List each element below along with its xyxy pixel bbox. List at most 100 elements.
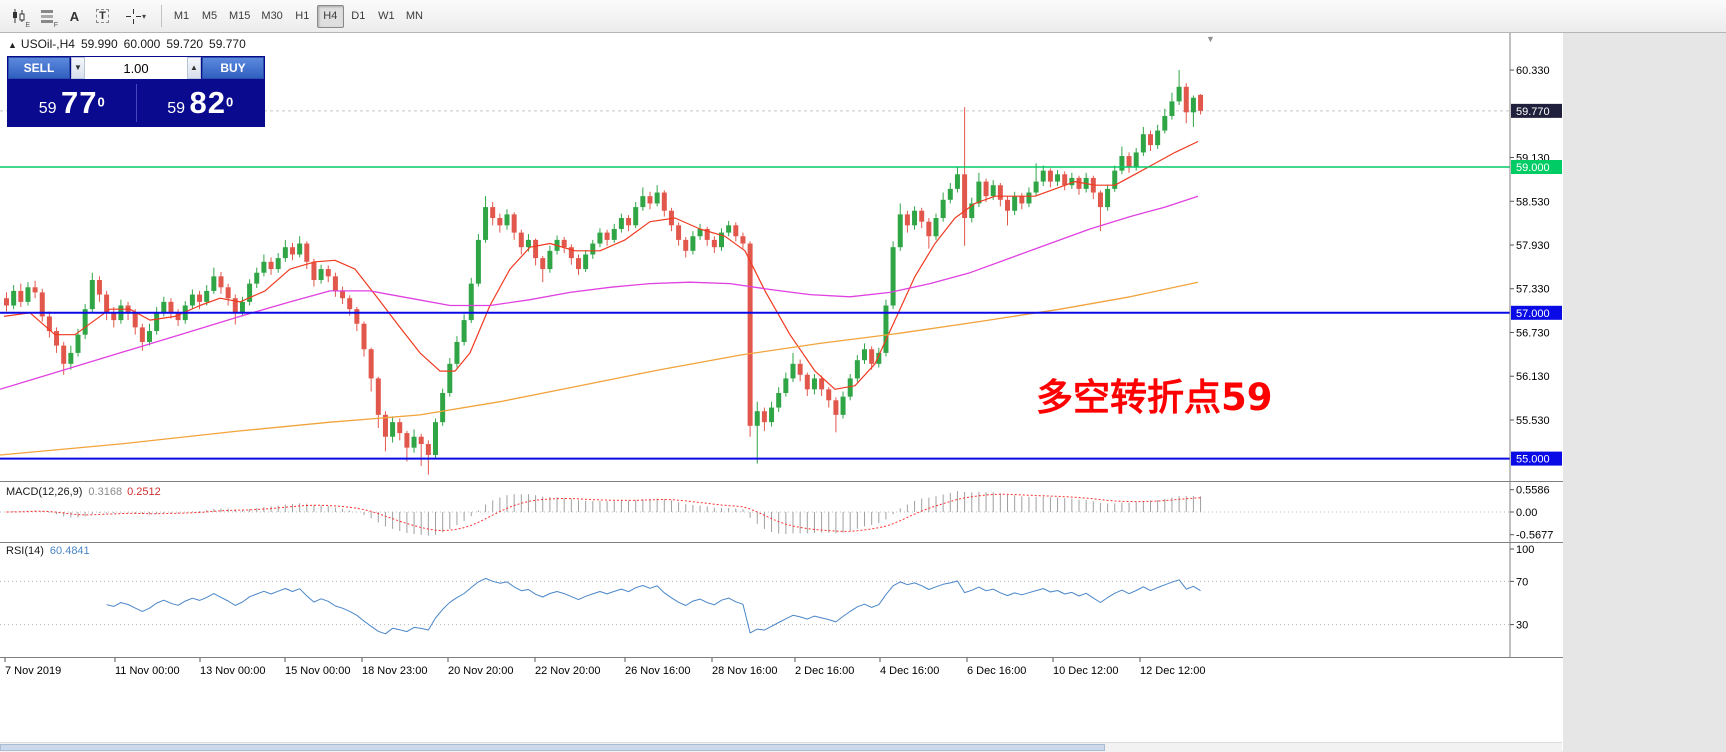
candle-up [440, 392, 446, 423]
candle-down [733, 225, 739, 237]
candle-up [189, 294, 195, 306]
candle-down [747, 243, 753, 426]
rsi-axis-label: 30 [1516, 620, 1528, 632]
candle-down [1148, 134, 1153, 146]
chart-style-button[interactable]: E [5, 4, 32, 29]
price-tick-label: 57.330 [1516, 284, 1550, 296]
candle-down [1047, 170, 1053, 182]
candle-up [82, 309, 88, 335]
macd-axis-label: -0.5677 [1516, 530, 1553, 542]
candle-down [576, 258, 581, 270]
time-axis-label: 6 Dec 16:00 [967, 665, 1026, 677]
price-badge-label: 59.000 [1516, 162, 1550, 174]
candle-down [1126, 156, 1132, 167]
volume-control: ▼ ▲ [71, 57, 201, 79]
candle-up [1040, 170, 1046, 182]
candle-down [332, 276, 338, 291]
candle-down [382, 414, 388, 437]
candle-down [676, 225, 682, 240]
candle-down [139, 327, 145, 342]
time-axis-label: 11 Nov 00:00 [115, 665, 180, 677]
candle-up [1033, 181, 1039, 193]
price-tick-label: 58.530 [1516, 196, 1550, 208]
candle-up [411, 436, 417, 448]
candle-up [1069, 177, 1075, 186]
label-tool-icon: T [96, 9, 109, 23]
timeframe-D1-button[interactable]: D1 [345, 5, 372, 28]
macd-axis-label: 0.00 [1516, 507, 1537, 519]
timeframe-M5-button[interactable]: M5 [196, 5, 223, 28]
candle-down [926, 221, 932, 237]
chart-plot-area[interactable] [0, 33, 1563, 751]
candle-down [418, 436, 424, 445]
candle-up [254, 272, 260, 284]
buy-price-display[interactable]: 59 820 [137, 85, 265, 121]
candle-up [940, 199, 946, 219]
chevron-down-icon: ▾ [141, 11, 146, 21]
timeframe-M1-button[interactable]: M1 [168, 5, 195, 28]
candle-down [540, 258, 546, 270]
macd-main-value: 0.3168 [88, 486, 123, 498]
crosshair-tool-button[interactable]: ▾ [117, 4, 155, 29]
timeframe-M30-button[interactable]: M30 [256, 5, 287, 28]
candle-up [597, 232, 603, 244]
candle-down [604, 232, 610, 240]
volume-input[interactable] [85, 57, 187, 79]
candle-up [483, 207, 489, 240]
candle-down [869, 349, 875, 364]
time-axis-label: 4 Dec 16:00 [880, 665, 939, 677]
buy-button[interactable]: BUY [202, 57, 264, 79]
candle-up [583, 254, 589, 270]
candle-up [1012, 196, 1018, 211]
candle-down [490, 207, 496, 219]
candle-up [640, 196, 646, 208]
one-click-panel-toggle[interactable]: ▲ [8, 40, 17, 50]
candle-up [1133, 152, 1139, 167]
candle-up [947, 188, 953, 200]
candle-up [776, 392, 782, 408]
sell-price-display[interactable]: 59 770 [8, 85, 136, 121]
label-tool-button[interactable]: T [89, 4, 116, 29]
volume-increase-button[interactable]: ▲ [187, 57, 201, 79]
price-chart-svg: 60.33059.13058.53057.93057.33056.73056.1… [0, 33, 1563, 751]
candle-up [547, 250, 553, 270]
timeframe-H1-button[interactable]: H1 [289, 5, 316, 28]
rsi-axis-label: 70 [1516, 576, 1528, 588]
candle-up [89, 279, 95, 310]
candle-up [954, 174, 960, 189]
candle-up [1176, 86, 1182, 102]
scrollbar-thumb[interactable] [0, 744, 1105, 751]
timeframe-M15-button[interactable]: M15 [224, 5, 255, 28]
timeframe-W1-button[interactable]: W1 [373, 5, 400, 28]
candle-up [690, 236, 696, 251]
candle-down [304, 243, 310, 262]
candle-down [962, 174, 968, 219]
candle-down [761, 411, 767, 423]
candle-up [611, 228, 617, 240]
time-axis-label: 22 Nov 20:00 [535, 665, 600, 677]
candle-up [933, 218, 939, 237]
candle-up [525, 239, 531, 248]
indicator-list-button[interactable]: F [33, 4, 60, 29]
chart-window[interactable]: 60.330 59.130 58.530 57.930 57.330 56.730 56.1… [0, 33, 1563, 752]
candle-up [275, 258, 281, 270]
candle-down [740, 236, 746, 244]
candle-up [161, 301, 167, 313]
timeframe-MN-button[interactable]: MN [401, 5, 428, 28]
volume-decrease-button[interactable]: ▼ [71, 57, 85, 79]
candle-up [719, 232, 724, 248]
timeframe-H4-button[interactable]: H4 [316, 4, 344, 28]
candle-up [25, 287, 31, 302]
candle-up [912, 210, 918, 226]
candle-down [96, 279, 102, 295]
text-tool-button[interactable]: A [61, 4, 88, 29]
candle-up [633, 207, 639, 226]
candle-down [1183, 86, 1189, 113]
candle-down [804, 374, 810, 390]
candle-down [711, 239, 717, 248]
price-tick-label: 56.130 [1516, 371, 1550, 383]
candle-up [847, 378, 853, 397]
sell-button[interactable]: SELL [8, 57, 70, 79]
candle-up [68, 352, 74, 364]
